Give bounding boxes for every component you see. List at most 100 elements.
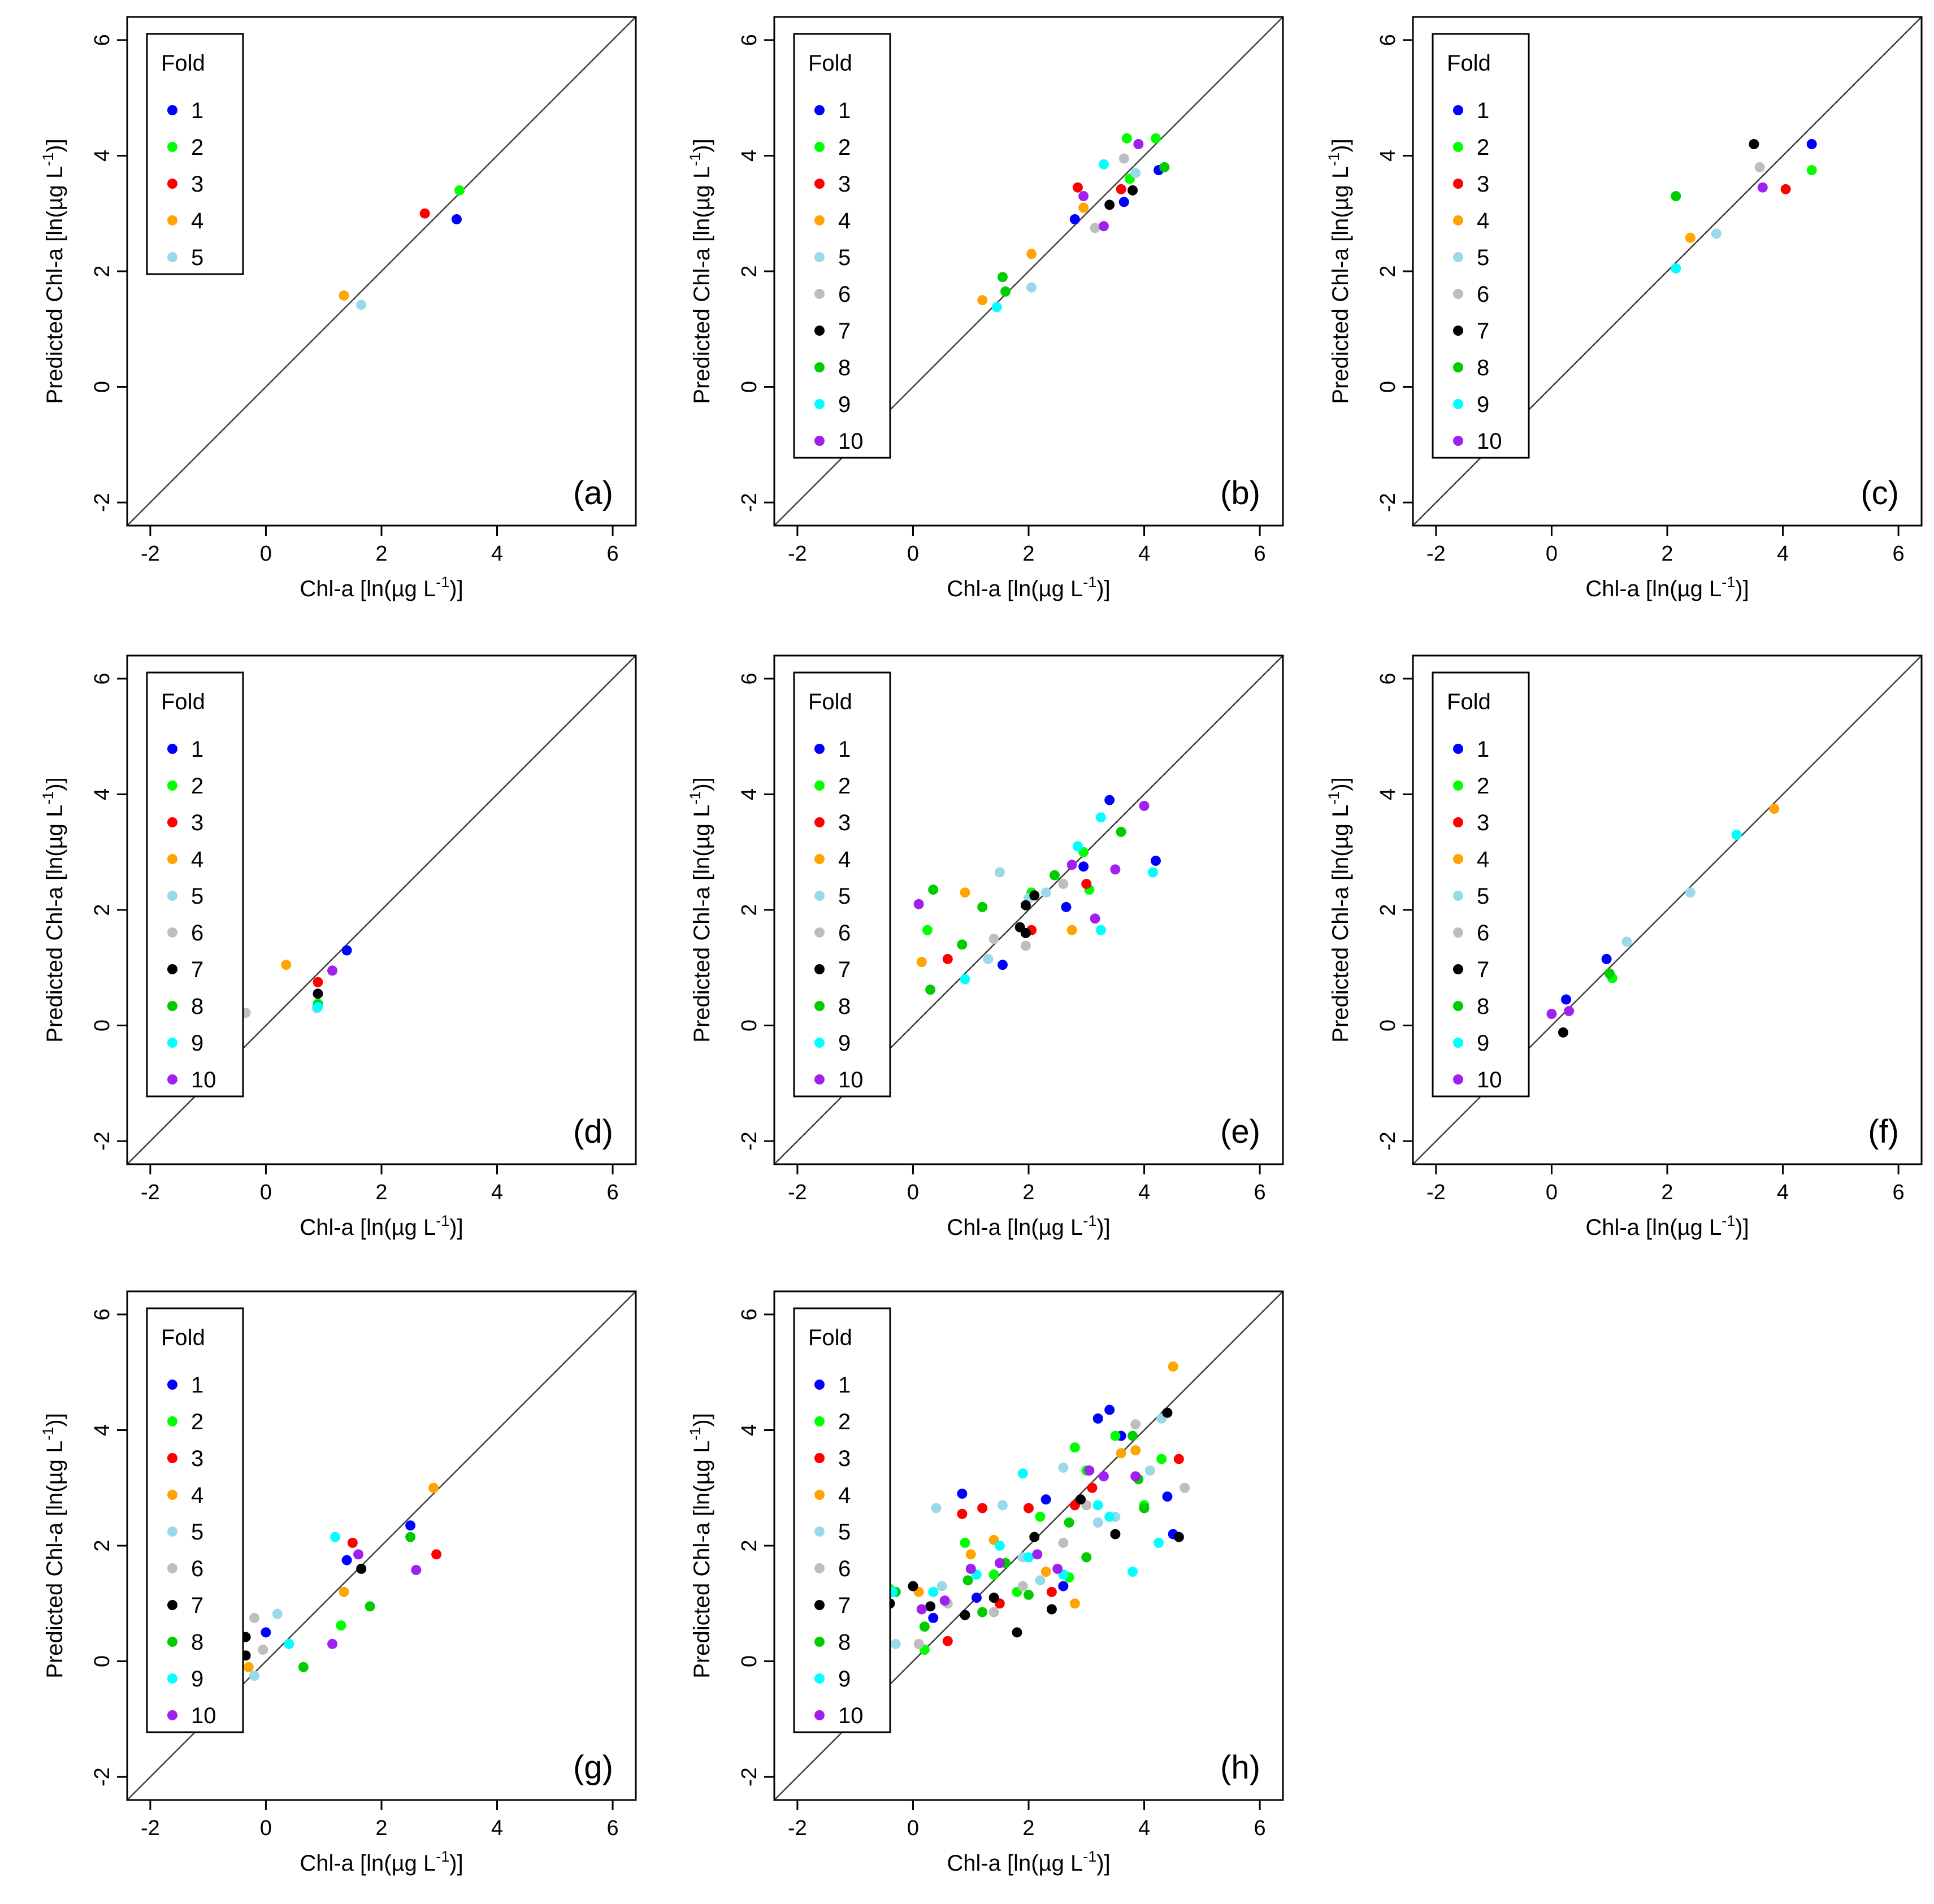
legend-swatch bbox=[814, 142, 825, 152]
data-point bbox=[365, 1601, 375, 1612]
legend: Fold 1 2 3 4 5 6 7 8 9 10 bbox=[793, 1307, 891, 1733]
data-point bbox=[919, 1621, 930, 1632]
data-point bbox=[1144, 1465, 1155, 1476]
data-point bbox=[928, 1612, 939, 1623]
y-tick-label: 0 bbox=[738, 381, 761, 393]
legend-swatch bbox=[814, 1490, 825, 1500]
legend-title: Fold bbox=[161, 689, 205, 714]
legend-entry: 3 bbox=[838, 810, 851, 835]
data-point bbox=[997, 1500, 1008, 1511]
x-tick-label: -2 bbox=[788, 542, 807, 566]
data-point bbox=[1685, 887, 1695, 898]
data-point bbox=[411, 1564, 422, 1575]
data-point bbox=[1081, 878, 1092, 889]
legend-entry: 9 bbox=[838, 1667, 851, 1692]
legend-swatch bbox=[814, 1637, 825, 1647]
data-point bbox=[1024, 1503, 1034, 1513]
y-axis-label-end: )] bbox=[690, 777, 714, 791]
data-point bbox=[957, 1488, 968, 1499]
data-point bbox=[1173, 1454, 1184, 1464]
y-axis-label-sup: -1 bbox=[687, 153, 704, 166]
data-point bbox=[1029, 890, 1040, 901]
legend-title: Fold bbox=[1447, 689, 1491, 714]
legend-entry: 3 bbox=[838, 1446, 851, 1471]
data-point bbox=[1024, 1589, 1034, 1600]
x-tick-label: -2 bbox=[788, 1181, 807, 1204]
data-point bbox=[1026, 249, 1037, 259]
x-axis-label-sup: -1 bbox=[1721, 1212, 1735, 1229]
x-tick-label: -2 bbox=[141, 1816, 160, 1840]
data-point bbox=[928, 884, 939, 895]
y-tick-label: 2 bbox=[1376, 265, 1400, 277]
y-tick-label: 0 bbox=[738, 1020, 761, 1031]
legend-swatch bbox=[814, 179, 825, 189]
x-axis-label-end: )] bbox=[1096, 1851, 1110, 1876]
data-point bbox=[1104, 199, 1115, 210]
legend-swatch bbox=[1453, 326, 1463, 336]
legend-entry: 7 bbox=[838, 1593, 851, 1618]
data-point bbox=[1069, 214, 1080, 224]
data-point bbox=[994, 1541, 1005, 1551]
legend-box bbox=[146, 33, 244, 275]
legend-swatch bbox=[1453, 927, 1463, 938]
data-point bbox=[965, 1549, 976, 1560]
y-tick-label: 0 bbox=[90, 1020, 114, 1031]
x-axis-label: Chl-a [ln(µg L-1)] bbox=[300, 1848, 463, 1876]
y-axis-label-end: )] bbox=[1328, 138, 1353, 152]
data-point bbox=[1139, 1503, 1150, 1513]
y-axis-label-sup: -1 bbox=[40, 153, 57, 166]
y-axis-label: Predicted Chl-a [ln(µg L-1)] bbox=[40, 777, 67, 1042]
data-point bbox=[1806, 139, 1817, 149]
legend-entry: 9 bbox=[1477, 392, 1489, 417]
legend-swatch bbox=[1453, 105, 1463, 115]
data-point bbox=[1084, 1465, 1095, 1476]
x-axis-label: Chl-a [ln(µg L-1)] bbox=[947, 574, 1110, 601]
x-axis-label-main: Chl-a [ln(µg L bbox=[300, 576, 436, 601]
data-point bbox=[1156, 1454, 1167, 1464]
legend-box bbox=[1432, 33, 1530, 459]
y-axis-label-end: )] bbox=[42, 1413, 67, 1426]
legend-entry: 3 bbox=[191, 172, 203, 197]
legend-swatch bbox=[814, 891, 825, 901]
legend-swatch bbox=[814, 362, 825, 372]
data-point bbox=[1098, 1471, 1109, 1482]
data-point bbox=[1095, 812, 1106, 823]
legend-box bbox=[793, 1307, 891, 1733]
x-tick-label: 2 bbox=[375, 1181, 387, 1204]
legend-swatch bbox=[167, 780, 177, 791]
legend-entry: 3 bbox=[1477, 810, 1489, 835]
y-tick-label: -2 bbox=[90, 1767, 114, 1786]
y-tick-label: 4 bbox=[738, 1424, 761, 1436]
data-point bbox=[1621, 936, 1632, 947]
x-tick-label: 4 bbox=[1138, 1816, 1150, 1840]
data-point bbox=[1050, 870, 1060, 881]
y-axis-label-end: )] bbox=[1328, 777, 1353, 791]
data-point bbox=[1092, 1500, 1103, 1511]
y-axis-label-sup: -1 bbox=[40, 791, 57, 805]
legend-entry: 2 bbox=[191, 135, 203, 160]
data-point bbox=[1024, 1552, 1034, 1563]
y-tick-label: 6 bbox=[738, 34, 761, 46]
legend-swatch bbox=[167, 817, 177, 827]
legend-swatch bbox=[814, 1710, 825, 1720]
legend-entry: 7 bbox=[1477, 957, 1489, 982]
y-tick-label: 2 bbox=[738, 904, 761, 916]
legend-entry: 4 bbox=[191, 1483, 203, 1508]
legend-title: Fold bbox=[1447, 51, 1491, 76]
y-tick-label: 6 bbox=[90, 34, 114, 46]
legend-swatch bbox=[814, 1526, 825, 1537]
legend: Fold 1 2 3 4 5 6 7 8 9 10 bbox=[1432, 671, 1530, 1098]
panel-label: (e) bbox=[1220, 1113, 1260, 1150]
x-tick-label: 2 bbox=[1022, 1816, 1034, 1840]
data-point bbox=[1098, 221, 1109, 232]
legend-entry: 1 bbox=[838, 737, 851, 762]
y-tick-label: 2 bbox=[1376, 904, 1400, 916]
legend-entry: 4 bbox=[1477, 847, 1489, 872]
data-point bbox=[983, 953, 994, 964]
data-point bbox=[243, 1662, 254, 1672]
x-tick-label: 2 bbox=[1661, 1181, 1673, 1204]
y-tick-label: 2 bbox=[90, 265, 114, 277]
data-point bbox=[1118, 197, 1129, 207]
